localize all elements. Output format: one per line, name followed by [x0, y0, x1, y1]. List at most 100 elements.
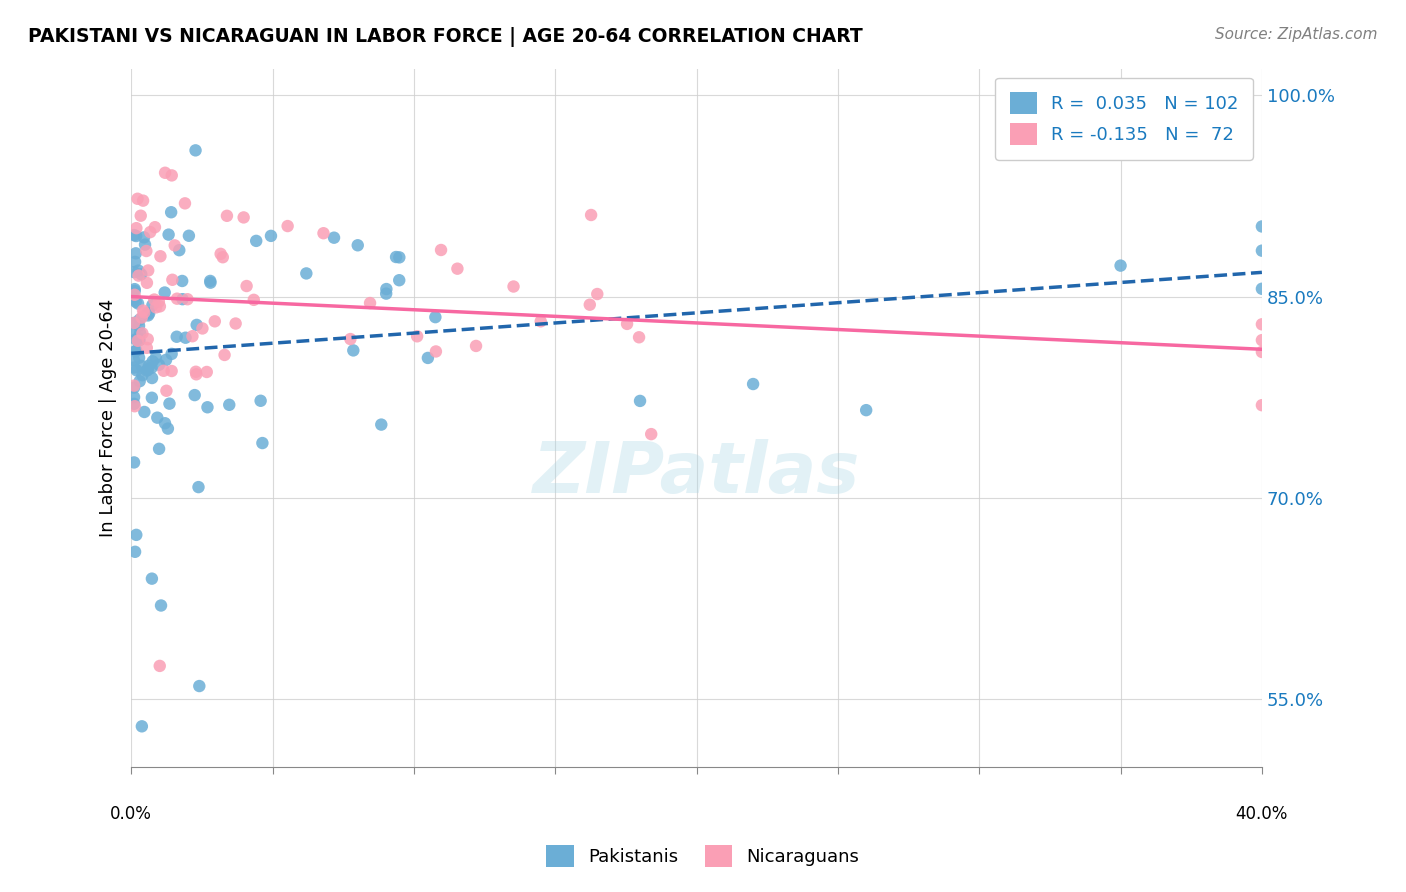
Pakistanis	[186, 318, 208, 332]
Nicaraguans	[127, 334, 149, 348]
Pakistanis	[388, 273, 411, 287]
Nicaraguans	[143, 293, 166, 307]
Nicaraguans	[160, 169, 183, 183]
Nicaraguans	[129, 209, 152, 223]
Nicaraguans	[339, 332, 361, 346]
Pakistanis	[134, 405, 156, 419]
Pakistanis	[156, 421, 179, 435]
Pakistanis	[125, 229, 148, 244]
Text: PAKISTANI VS NICARAGUAN IN LABOR FORCE | AGE 20-64 CORRELATION CHART: PAKISTANI VS NICARAGUAN IN LABOR FORCE |…	[28, 27, 863, 46]
Pakistanis	[375, 282, 398, 296]
Pakistanis	[1251, 219, 1274, 234]
Pakistanis	[125, 332, 148, 346]
Legend: R =  0.035   N = 102, R = -0.135   N =  72: R = 0.035 N = 102, R = -0.135 N = 72	[995, 78, 1253, 160]
Pakistanis	[200, 274, 222, 288]
Nicaraguans	[143, 220, 166, 235]
Nicaraguans	[425, 344, 447, 359]
Pakistanis	[245, 234, 267, 248]
Pakistanis	[155, 352, 177, 367]
Pakistanis	[249, 393, 271, 408]
Pakistanis	[342, 343, 364, 358]
Nicaraguans	[153, 166, 176, 180]
Nicaraguans	[135, 341, 157, 355]
Nicaraguans	[136, 263, 159, 277]
Nicaraguans	[131, 326, 153, 341]
Text: 40.0%: 40.0%	[1236, 805, 1288, 823]
Nicaraguans	[225, 317, 247, 331]
Nicaraguans	[186, 368, 208, 382]
Pakistanis	[148, 442, 170, 456]
Nicaraguans	[211, 250, 233, 264]
Nicaraguans	[628, 330, 651, 344]
Pakistanis	[127, 296, 149, 310]
Pakistanis	[129, 326, 152, 340]
Pakistanis	[128, 318, 150, 333]
Nicaraguans	[124, 399, 146, 413]
Pakistanis	[135, 363, 157, 377]
Nicaraguans	[134, 305, 156, 319]
Pakistanis	[370, 417, 392, 432]
Pakistanis	[138, 306, 160, 320]
Pakistanis	[141, 298, 163, 312]
Pakistanis	[122, 455, 145, 469]
Nicaraguans	[149, 659, 172, 673]
Nicaraguans	[135, 244, 157, 258]
Pakistanis	[141, 391, 163, 405]
Nicaraguans	[181, 329, 204, 343]
Nicaraguans	[214, 348, 236, 362]
Pakistanis	[124, 282, 146, 296]
Nicaraguans	[242, 293, 264, 307]
Pakistanis	[122, 360, 145, 375]
Pakistanis	[136, 363, 159, 377]
Pakistanis	[295, 267, 318, 281]
Pakistanis	[125, 246, 148, 260]
Pakistanis	[188, 679, 211, 693]
Pakistanis	[125, 343, 148, 358]
Pakistanis	[1109, 259, 1132, 273]
Pakistanis	[150, 599, 173, 613]
Pakistanis	[141, 371, 163, 385]
Pakistanis	[125, 528, 148, 542]
Nicaraguans	[136, 276, 159, 290]
Nicaraguans	[160, 364, 183, 378]
Pakistanis	[128, 313, 150, 327]
Nicaraguans	[145, 301, 167, 315]
Pakistanis	[218, 398, 240, 412]
Pakistanis	[174, 331, 197, 345]
Nicaraguans	[530, 314, 553, 328]
Pakistanis	[145, 351, 167, 365]
Nicaraguans	[616, 317, 638, 331]
Text: ZIPatlas: ZIPatlas	[533, 439, 860, 508]
Nicaraguans	[136, 332, 159, 346]
Pakistanis	[388, 251, 411, 265]
Nicaraguans	[149, 249, 172, 263]
Nicaraguans	[191, 321, 214, 335]
Pakistanis	[177, 228, 200, 243]
Pakistanis	[141, 360, 163, 375]
Pakistanis	[160, 205, 183, 219]
Pakistanis	[153, 416, 176, 430]
Nicaraguans	[359, 296, 381, 310]
Pakistanis	[141, 572, 163, 586]
Nicaraguans	[122, 316, 145, 330]
Pakistanis	[125, 294, 148, 309]
Pakistanis	[122, 380, 145, 394]
Nicaraguans	[235, 279, 257, 293]
Pakistanis	[122, 316, 145, 330]
Pakistanis	[166, 330, 188, 344]
Nicaraguans	[132, 194, 155, 208]
Nicaraguans	[131, 310, 153, 325]
Pakistanis	[142, 354, 165, 368]
Pakistanis	[124, 344, 146, 359]
Y-axis label: In Labor Force | Age 20-64: In Labor Force | Age 20-64	[100, 299, 117, 537]
Pakistanis	[128, 333, 150, 347]
Nicaraguans	[148, 294, 170, 309]
Pakistanis	[375, 286, 398, 301]
Pakistanis	[425, 310, 447, 325]
Nicaraguans	[195, 365, 218, 379]
Pakistanis	[124, 545, 146, 559]
Nicaraguans	[124, 287, 146, 301]
Nicaraguans	[149, 299, 172, 313]
Nicaraguans	[312, 226, 335, 240]
Pakistanis	[153, 285, 176, 300]
